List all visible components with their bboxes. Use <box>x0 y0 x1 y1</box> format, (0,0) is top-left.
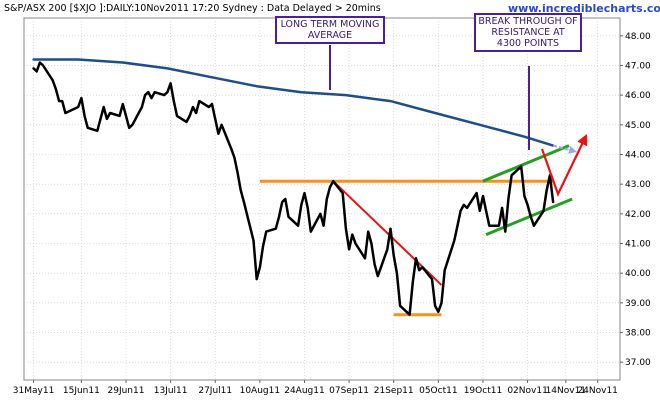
moving-average-note-line-2: AVERAGE <box>307 30 353 41</box>
y-tick-label: 42.00 <box>625 210 651 220</box>
price-line <box>32 61 555 316</box>
y-tick-label: 43.00 <box>625 180 651 190</box>
brand-link[interactable]: www.incrediblecharts.com <box>508 2 660 15</box>
plot-area <box>23 17 621 381</box>
y-tick-label: 47.00 <box>625 61 651 71</box>
series-lines <box>32 58 577 316</box>
breakout-note-line-3: 4300 POINTS <box>496 38 560 49</box>
moving-average-line <box>32 58 555 147</box>
x-tick-label: 05Oct11 <box>419 386 457 396</box>
x-axis: 31May11 15Jun11 29Jun11 13Jul11 27Jul11 10Aug… <box>13 380 618 396</box>
y-tick-label: 39.00 <box>625 299 651 309</box>
y-axis: 37.00 38.00 39.00 40.00 41.00 42.00 43.00 44.00… <box>620 32 651 368</box>
y-tick-label: 46.00 <box>625 91 651 101</box>
x-tick-label: 15Jun11 <box>63 386 100 396</box>
moving-average-note-line-1: LONG TERM MOVING <box>280 19 380 30</box>
x-tick-label: 10Aug11 <box>240 386 280 396</box>
channel-lower-line <box>485 197 573 236</box>
x-tick-label: 27Jul11 <box>198 386 232 396</box>
x-tick-label: 24Aug11 <box>284 386 324 396</box>
x-tick-label: 13Jul11 <box>154 386 188 396</box>
x-tick-label: 24Nov11 <box>577 386 617 396</box>
y-tick-label: 41.00 <box>625 240 651 250</box>
chart-header: S&P/ASX 200 [$XJO ]:DAILY:10Nov2011 17:2… <box>4 3 381 14</box>
x-tick-label: 07Sep11 <box>329 386 369 396</box>
x-tick-label: 29Jun11 <box>108 386 145 396</box>
x-tick-label: 19Oct11 <box>464 386 502 396</box>
y-tick-label: 45.00 <box>625 121 651 131</box>
note-connectors <box>329 45 588 197</box>
grid <box>24 18 620 380</box>
breakout-note-line-2: RESISTANCE AT <box>491 27 565 38</box>
breakout-note: BREAK THROUGH OF RESISTANCE AT 4300 POIN… <box>474 13 582 52</box>
breakout-note-line-1: BREAK THROUGH OF <box>478 16 578 27</box>
x-tick-label: 31May11 <box>13 386 55 396</box>
y-tick-label: 40.00 <box>625 269 651 279</box>
y-tick-label: 48.00 <box>625 32 651 42</box>
moving-average-note: LONG TERM MOVING AVERAGE <box>275 16 385 44</box>
projection-arrow <box>552 144 577 154</box>
y-tick-label: 38.00 <box>625 329 651 339</box>
x-tick-label: 02Nov11 <box>507 386 547 396</box>
y-tick-label: 37.00 <box>625 358 651 368</box>
channel-upper-line <box>482 144 570 183</box>
x-tick-label: 21Sep11 <box>374 386 414 396</box>
projected-move-arrow <box>540 134 588 197</box>
y-tick-label: 44.00 <box>625 150 651 160</box>
x-tick-label: 14Nov11 <box>546 386 586 396</box>
